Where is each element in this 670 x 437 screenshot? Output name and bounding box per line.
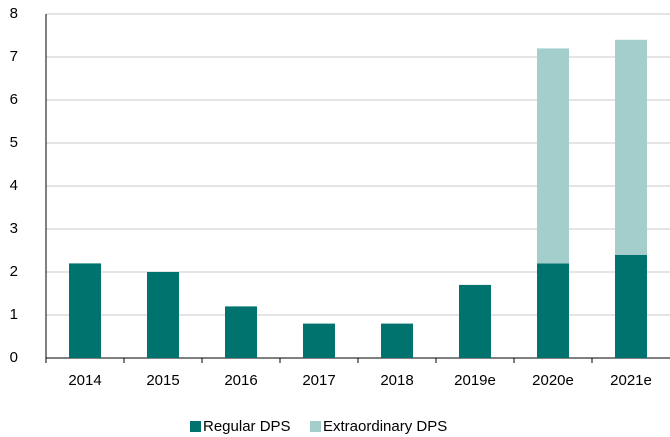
bar-segment (303, 323, 335, 358)
x-tick-label: 2015 (146, 372, 179, 389)
x-tick-label: 2021e (610, 372, 652, 389)
bar-segment (225, 306, 257, 358)
x-tick-label: 2019e (454, 372, 496, 389)
legend-swatch (190, 421, 201, 432)
y-tick-label: 3 (10, 220, 18, 237)
bar-segment (147, 272, 179, 358)
bar-segment (69, 263, 101, 358)
bar-segment (381, 323, 413, 358)
x-tick-label: 2017 (302, 372, 335, 389)
y-tick-label: 0 (10, 349, 18, 366)
y-tick-label: 2 (10, 263, 18, 280)
bar-segment (615, 254, 647, 358)
bar-segment (537, 263, 569, 358)
legend-label: Extraordinary DPS (323, 418, 447, 435)
y-tick-label: 7 (10, 48, 18, 65)
y-tick-label: 8 (10, 5, 18, 22)
x-tick-label: 2020e (532, 372, 574, 389)
y-tick-label: 5 (10, 134, 18, 151)
x-tick-label: 2018 (380, 372, 413, 389)
x-tick-label: 2014 (68, 372, 101, 389)
bar-segment (615, 39, 647, 255)
y-tick-label: 6 (10, 91, 18, 108)
legend-swatch (310, 421, 321, 432)
y-tick-label: 4 (10, 177, 18, 194)
bar-segment (537, 48, 569, 264)
legend-label: Regular DPS (203, 418, 291, 435)
x-tick-label: 2016 (224, 372, 257, 389)
bar-segment (459, 284, 491, 358)
y-tick-label: 1 (10, 306, 18, 323)
